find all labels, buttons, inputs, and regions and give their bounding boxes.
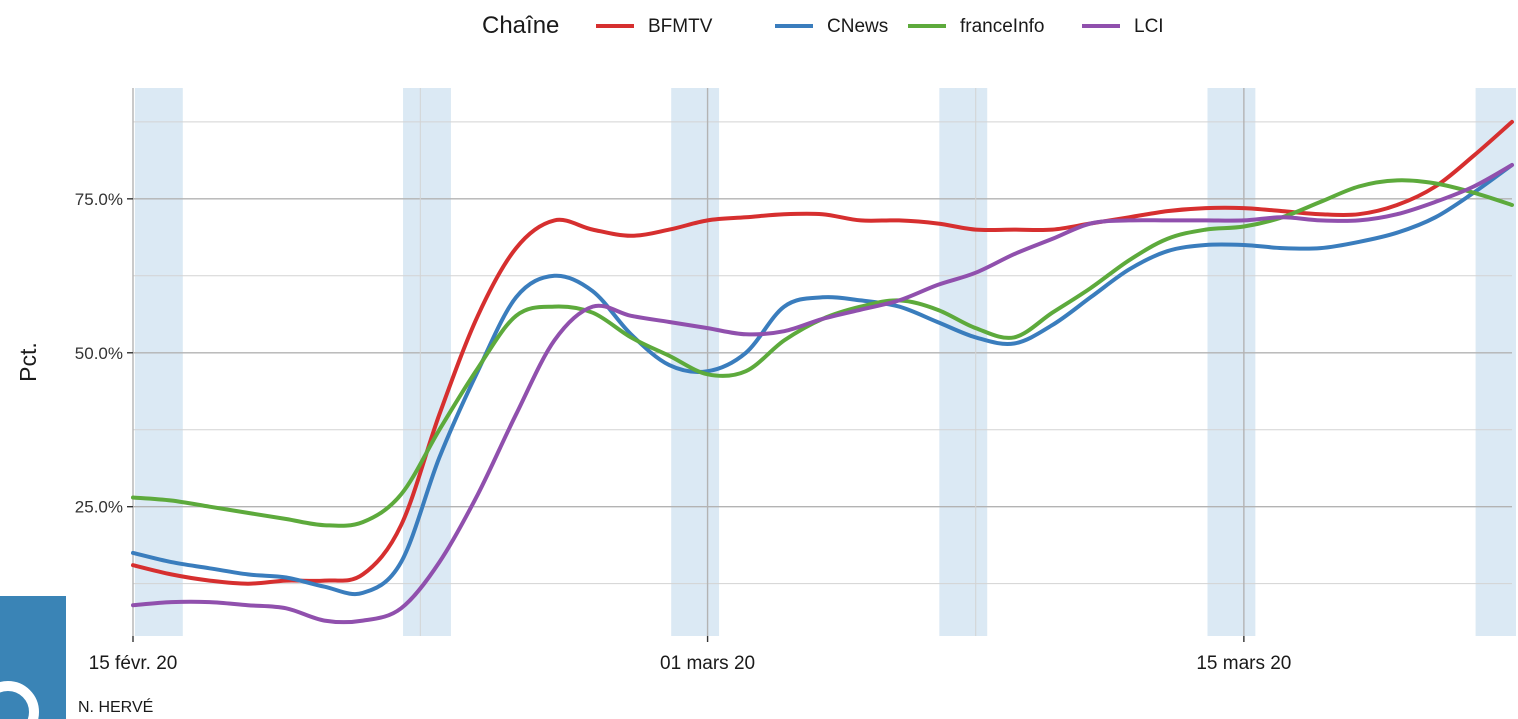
weekend-band-0	[134, 88, 183, 636]
author-credit: N. HERVÉ	[78, 697, 153, 716]
weekend-band-3	[939, 88, 988, 636]
legend-label-franceinfo: franceInfo	[960, 16, 1045, 37]
series-lines	[131, 119, 1514, 625]
series-line-lci	[131, 163, 1514, 625]
x-tick-label-1: 01 mars 20	[660, 653, 755, 674]
logo-ring	[0, 681, 39, 719]
legend-label-cnews: CNews	[827, 16, 888, 37]
legend-title: Chaîne	[482, 12, 559, 39]
y-tick-label-2: 75.0%	[75, 190, 123, 209]
weekend-bands	[134, 88, 1516, 636]
x-tick-label-2: 15 mars 20	[1196, 653, 1291, 674]
y-axis-label: Pct.	[15, 342, 41, 382]
weekend-band-4	[1207, 88, 1256, 636]
y-tick-label-0: 25.0%	[75, 498, 123, 517]
grid-lines	[132, 88, 1512, 636]
legend-label-lci: LCI	[1134, 16, 1164, 37]
y-axis: 25.0% 50.0% 75.0%	[75, 190, 133, 517]
legend-label-bfmtv: BFMTV	[648, 16, 713, 37]
ina-logo-icon	[0, 596, 66, 719]
weekend-band-5	[1475, 88, 1516, 636]
legend: Chaîne BFMTV CNews franceInfo LCI	[482, 12, 1164, 39]
series-line-cnews	[131, 163, 1514, 597]
x-axis: 15 févr. 20 01 mars 20 15 mars 20	[89, 636, 1291, 674]
series-line-bfmtv	[131, 119, 1514, 586]
x-tick-label-0: 15 févr. 20	[89, 653, 178, 674]
y-tick-label-1: 50.0%	[75, 344, 123, 363]
